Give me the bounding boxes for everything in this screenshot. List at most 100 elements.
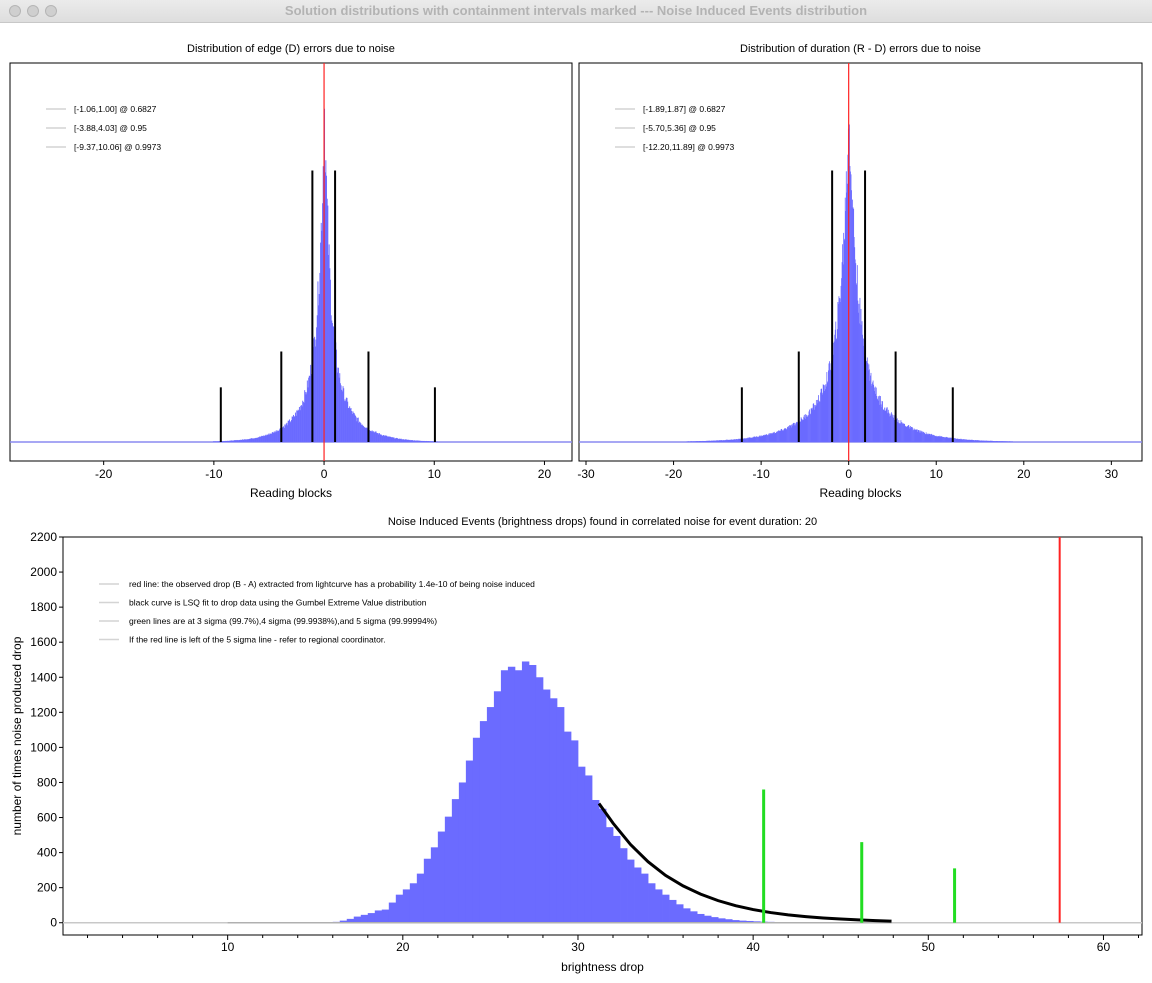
histogram-bar — [705, 440, 707, 442]
histogram-bar — [884, 407, 886, 442]
histogram-bar — [928, 433, 930, 442]
histogram-bar — [921, 431, 923, 442]
histogram-bar — [754, 436, 756, 442]
histogram-bar — [795, 425, 797, 442]
histogram-bar — [306, 380, 308, 442]
histogram-bar — [244, 439, 246, 442]
histogram-bar — [414, 440, 416, 442]
histogram-bar — [711, 917, 719, 923]
histogram-bar — [819, 401, 820, 442]
histogram-bar — [716, 440, 717, 442]
histogram-bar — [214, 441, 216, 442]
histogram-bar — [829, 361, 830, 442]
histogram-bar — [873, 384, 875, 442]
histogram-bar — [295, 415, 297, 442]
histogram-bar — [273, 431, 275, 442]
histogram-bar — [712, 440, 714, 442]
histogram-bar — [285, 425, 287, 442]
histogram-bar — [787, 426, 789, 442]
histogram-bar — [976, 440, 978, 442]
histogram-bar — [778, 431, 780, 442]
histogram-bar — [909, 426, 911, 442]
histogram-bar — [808, 415, 809, 442]
histogram-bar — [233, 440, 235, 442]
histogram-bar — [700, 441, 702, 442]
histogram-bar — [997, 441, 999, 442]
histogram-bar — [960, 439, 962, 442]
histogram-bar — [343, 401, 345, 442]
histogram-bar — [746, 920, 754, 923]
histogram-bar — [861, 324, 862, 442]
histogram-bar — [218, 441, 220, 442]
close-window-button[interactable] — [9, 5, 21, 17]
histogram-bar — [266, 434, 268, 442]
histogram-bar — [867, 363, 869, 442]
histogram-bar — [345, 397, 347, 442]
minimize-window-button[interactable] — [27, 5, 39, 17]
histogram-bar — [898, 423, 900, 442]
histogram-bar — [695, 441, 696, 442]
histogram-bar — [820, 392, 821, 442]
histogram-bar — [911, 426, 913, 442]
histogram-bar — [863, 338, 865, 442]
histogram-bar — [904, 423, 906, 442]
histogram-bar — [710, 440, 712, 442]
histogram-bar — [695, 441, 697, 442]
histogram-bar — [213, 441, 215, 442]
histogram-bar — [394, 438, 396, 442]
histogram-bar — [699, 441, 701, 442]
histogram-bar — [372, 431, 374, 442]
histogram-bar — [936, 436, 938, 442]
histogram-bar — [947, 437, 949, 442]
histogram-bar — [981, 440, 983, 442]
histogram-bar — [922, 432, 923, 442]
histogram-bar — [856, 284, 858, 442]
x-tick-label: 10 — [428, 467, 442, 481]
histogram-bar — [341, 391, 343, 442]
histogram-bar — [714, 440, 716, 442]
y-tick-label: 1000 — [30, 740, 57, 754]
histogram-bar — [783, 428, 785, 442]
histogram-bar — [893, 419, 895, 442]
histogram-bar — [964, 439, 966, 442]
histogram-bar — [796, 421, 798, 442]
histogram-bar — [791, 424, 793, 442]
histogram-bar — [873, 391, 875, 442]
histogram-bar — [396, 437, 398, 442]
x-tick-label: -20 — [95, 467, 113, 481]
histogram-bar — [697, 441, 699, 442]
histogram-bar — [221, 441, 223, 442]
histogram-bar — [336, 367, 338, 442]
zoom-window-button[interactable] — [45, 5, 57, 17]
histogram-bar — [648, 883, 656, 923]
histogram-bar — [319, 272, 321, 442]
histogram-bar — [234, 440, 236, 442]
histogram-bar — [954, 438, 955, 442]
histogram-bar — [877, 396, 879, 442]
histogram-bar — [293, 416, 295, 442]
histogram-bar — [881, 400, 883, 442]
histogram-bar — [800, 421, 801, 442]
histogram-bar — [929, 435, 931, 442]
histogram-bar — [891, 413, 893, 442]
histogram-bar — [964, 439, 965, 442]
histogram-bar — [304, 392, 306, 442]
histogram-bar — [776, 432, 778, 442]
histogram-bar — [725, 440, 726, 442]
histogram-bar — [892, 416, 893, 442]
histogram-bar — [843, 232, 845, 442]
histogram-bar — [782, 430, 784, 442]
histogram-bar — [978, 440, 980, 442]
histogram-bar — [1002, 441, 1004, 442]
histogram-bar — [419, 440, 421, 442]
histogram-bar — [853, 237, 855, 442]
histogram-bar — [870, 372, 872, 442]
histogram-bar — [950, 437, 952, 442]
histogram-bar — [946, 437, 948, 442]
histogram-bar — [329, 268, 331, 442]
histogram-bar — [995, 441, 996, 442]
histogram-bar — [712, 440, 714, 442]
histogram-bar — [965, 439, 966, 442]
histogram-bar — [782, 430, 784, 442]
histogram-bar — [556, 707, 565, 923]
